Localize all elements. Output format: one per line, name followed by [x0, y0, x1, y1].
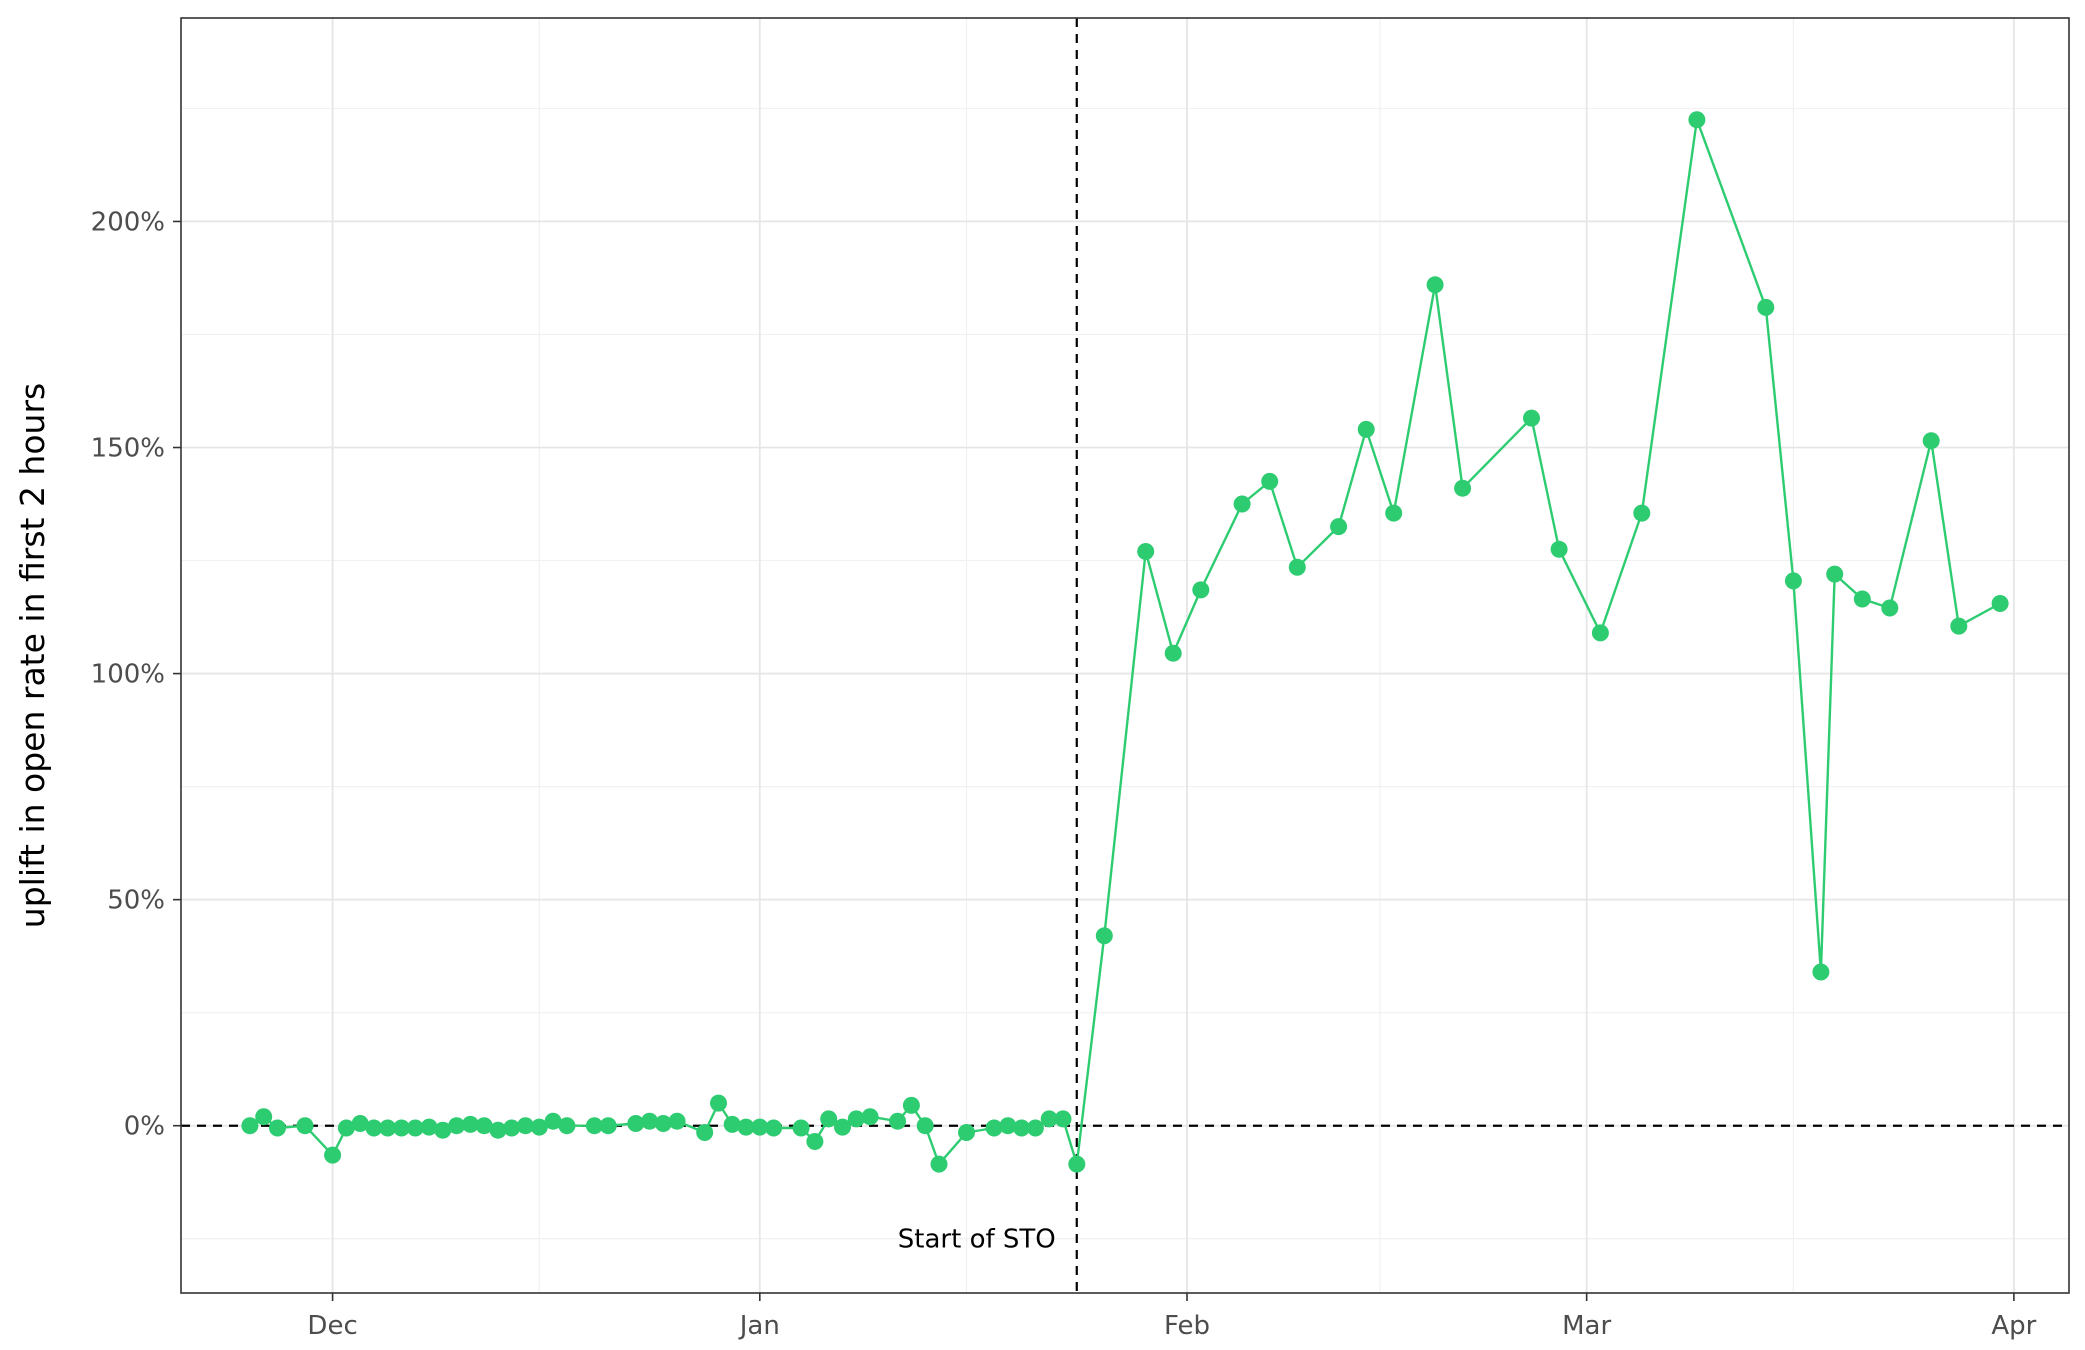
data-point [1523, 409, 1540, 427]
data-point [517, 1117, 534, 1135]
data-point [1192, 581, 1210, 599]
data-point [654, 1115, 672, 1132]
data-point [999, 1117, 1017, 1135]
data-point [461, 1115, 479, 1133]
data-point [1757, 298, 1775, 316]
x-tick-label: Jan [738, 1311, 780, 1341]
data-point [489, 1121, 507, 1139]
data-point [434, 1121, 452, 1139]
data-point [1026, 1119, 1044, 1137]
data-point [1591, 624, 1609, 642]
data-point [1812, 963, 1830, 981]
data-point [1095, 927, 1113, 945]
data-point [269, 1119, 286, 1137]
data-point [379, 1119, 397, 1137]
data-point [723, 1115, 741, 1133]
data-point [1357, 420, 1375, 438]
y-tick-label: 50% [107, 886, 165, 916]
reference-lines [181, 18, 2069, 1293]
series-line [249, 118, 2001, 1166]
x-tick-label: Dec [307, 1311, 357, 1341]
data-point [930, 1155, 948, 1173]
data-point [1164, 644, 1182, 662]
series-layer [241, 111, 2009, 1173]
data-point [820, 1110, 838, 1128]
x-tick-label: Feb [1164, 1311, 1210, 1341]
panel-border [180, 17, 2070, 1294]
data-point [751, 1118, 769, 1136]
data-point [861, 1108, 879, 1126]
data-point [765, 1119, 783, 1137]
data-point [1853, 590, 1871, 608]
data-point [1054, 1110, 1072, 1128]
data-point [668, 1112, 686, 1130]
data-point [1881, 599, 1899, 617]
minor-gridlines [181, 18, 2069, 1293]
x-tick-label: Apr [1991, 1311, 2036, 1341]
data-point [958, 1124, 975, 1141]
data-point [916, 1117, 934, 1135]
data-point [1633, 504, 1651, 522]
data-point [641, 1112, 659, 1130]
data-point [1784, 572, 1802, 590]
data-point [1454, 479, 1472, 497]
data-point [420, 1118, 438, 1136]
data-point [406, 1119, 424, 1137]
data-point [365, 1119, 383, 1137]
y-axis-title: uplift in open rate in first 2 hours [13, 383, 52, 928]
data-point [1040, 1110, 1058, 1128]
data-point [737, 1118, 755, 1136]
data-point [1288, 558, 1306, 576]
major-gridlines [181, 18, 2069, 1293]
data-point [324, 1146, 342, 1164]
data-point [351, 1115, 369, 1132]
data-point [1013, 1119, 1031, 1137]
y-tick-label: 200% [91, 207, 165, 237]
x-tick-label: Mar [1562, 1311, 1611, 1341]
data-point [792, 1119, 810, 1137]
data-point [503, 1119, 521, 1137]
data-point [530, 1118, 548, 1136]
data-point [475, 1117, 493, 1135]
data-point [1137, 543, 1155, 560]
data-point [1426, 276, 1444, 294]
data-point [834, 1118, 851, 1136]
data-point [599, 1117, 617, 1135]
data-point [1950, 617, 1968, 635]
data-point [1330, 518, 1348, 536]
data-point [1550, 540, 1568, 558]
data-point [1991, 595, 2009, 612]
data-point [585, 1117, 603, 1135]
data-point [696, 1124, 714, 1141]
data-point [710, 1094, 727, 1112]
data-point [985, 1119, 1003, 1137]
data-point [296, 1117, 314, 1135]
data-point [902, 1096, 920, 1114]
data-point [1385, 504, 1403, 522]
data-point [241, 1117, 259, 1135]
data-point [1233, 495, 1251, 513]
data-point [393, 1119, 410, 1137]
data-point [1826, 565, 1844, 583]
start-of-sto-annotation: Start of STO [898, 1225, 1056, 1255]
data-point [337, 1119, 355, 1137]
data-point [255, 1108, 273, 1126]
y-tick-label: 150% [91, 434, 165, 464]
data-point [448, 1117, 466, 1135]
y-tick-label: 0% [124, 1112, 165, 1142]
data-point [627, 1115, 645, 1132]
data-point [1261, 472, 1279, 490]
data-point [1688, 111, 1706, 129]
data-point [1068, 1155, 1086, 1173]
y-tick-label: 100% [91, 660, 165, 690]
data-point [544, 1112, 562, 1130]
axes: Dec Jan Feb Mar Apr 0% 50% 100% 150% 200% [91, 207, 2037, 1341]
data-point [558, 1117, 576, 1135]
data-point [847, 1110, 865, 1128]
data-point [1922, 432, 1940, 450]
data-point [806, 1133, 824, 1150]
data-point [889, 1112, 907, 1130]
